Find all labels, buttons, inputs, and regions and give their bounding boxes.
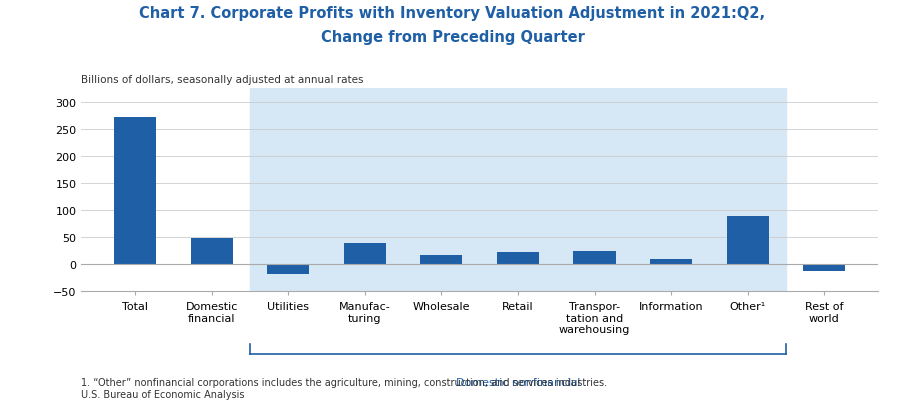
Bar bbox=[191, 239, 233, 264]
Bar bbox=[574, 251, 615, 264]
Bar bbox=[267, 264, 310, 274]
Text: Billions of dollars, seasonally adjusted at annual rates: Billions of dollars, seasonally adjusted… bbox=[81, 75, 364, 85]
Bar bbox=[114, 118, 156, 264]
Text: 1. “Other” nonfinancial corporations includes the agriculture, mining, construct: 1. “Other” nonfinancial corporations inc… bbox=[81, 377, 607, 387]
Bar bbox=[804, 264, 845, 272]
Bar bbox=[250, 89, 786, 292]
Bar bbox=[420, 255, 462, 264]
Bar bbox=[727, 216, 768, 264]
Text: Change from Preceding Quarter: Change from Preceding Quarter bbox=[320, 30, 585, 45]
Text: Chart 7. Corporate Profits with Inventory Valuation Adjustment in 2021:Q2,: Chart 7. Corporate Profits with Inventor… bbox=[139, 6, 766, 21]
Bar bbox=[344, 243, 386, 264]
Bar bbox=[497, 253, 539, 264]
Bar bbox=[650, 259, 692, 264]
Text: U.S. Bureau of Economic Analysis: U.S. Bureau of Economic Analysis bbox=[81, 389, 245, 399]
Text: Domestic nonfinancial: Domestic nonfinancial bbox=[456, 377, 580, 387]
